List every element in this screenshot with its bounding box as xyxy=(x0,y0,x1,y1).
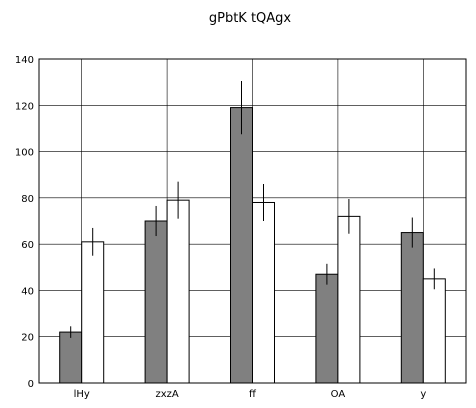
bar xyxy=(59,331,83,384)
y-tick-label: 60 xyxy=(21,240,34,251)
y-axis-ticks: 0 20 40 60 80 100 120 140 xyxy=(15,55,34,390)
bars xyxy=(59,107,446,384)
bar xyxy=(166,199,190,384)
bar xyxy=(337,215,361,384)
bar xyxy=(315,273,339,384)
y-tick-label: 0 xyxy=(28,379,34,390)
y-tick-label: 140 xyxy=(15,55,34,66)
y-tick-label: 20 xyxy=(21,333,34,344)
x-tick-label: zxzA xyxy=(155,389,178,400)
y-tick-label: 120 xyxy=(15,101,34,112)
plot-area-frame xyxy=(38,58,467,384)
x-tick-label: OA xyxy=(331,389,346,400)
bar xyxy=(81,241,105,384)
x-axis-ticks: lHy zxzA ff OA y xyxy=(74,389,427,400)
bar xyxy=(400,232,424,384)
error-bars xyxy=(70,80,435,338)
bar xyxy=(144,220,168,384)
bar xyxy=(252,201,275,384)
chart-title: gPbtK tQAgx xyxy=(209,11,292,26)
x-tick-label: y xyxy=(420,389,426,400)
x-tick-label: ff xyxy=(249,389,257,400)
y-tick-label: 100 xyxy=(15,148,34,159)
bar xyxy=(230,107,253,384)
y-tick-label: 80 xyxy=(21,194,34,205)
y-tick-label: 40 xyxy=(21,286,34,297)
bar xyxy=(422,278,446,384)
x-tick-label: lHy xyxy=(74,389,90,400)
